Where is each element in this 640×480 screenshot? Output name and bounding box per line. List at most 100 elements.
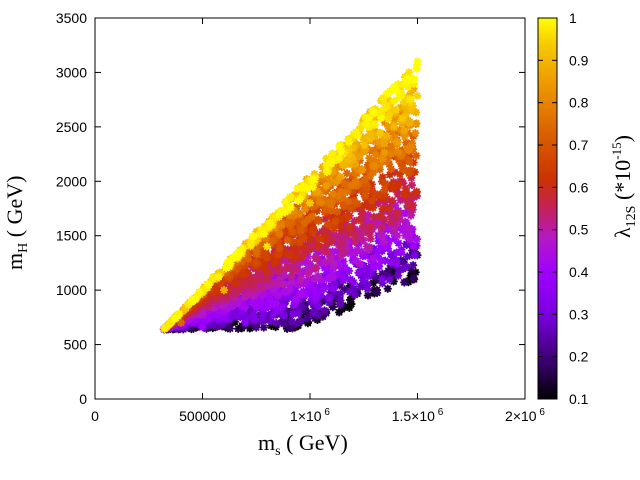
data-point xyxy=(412,187,421,196)
y-tick-label: 0 xyxy=(79,391,87,407)
data-point xyxy=(363,291,373,300)
data-point xyxy=(288,266,297,276)
data-point xyxy=(344,137,354,146)
data-point xyxy=(314,301,323,311)
data-point xyxy=(354,152,364,161)
data-point xyxy=(214,272,223,282)
x-tick-label: 1×10 6 xyxy=(290,407,330,424)
data-point xyxy=(411,108,421,117)
data-point xyxy=(379,139,389,148)
data-point xyxy=(368,187,377,196)
data-point xyxy=(407,180,417,190)
data-point xyxy=(252,246,261,256)
data-point xyxy=(314,234,324,243)
data-point xyxy=(259,229,269,239)
data-point xyxy=(259,323,268,332)
data-point xyxy=(336,172,345,182)
data-point xyxy=(386,217,396,226)
data-point xyxy=(369,168,378,177)
data-point xyxy=(343,197,353,206)
y-axis-title-main: m xyxy=(2,253,27,270)
colorbar-tick-label: 0.9 xyxy=(569,52,589,68)
data-point xyxy=(400,126,409,135)
data-point xyxy=(411,128,420,138)
data-point xyxy=(394,147,403,157)
data-point xyxy=(308,227,317,237)
data-point xyxy=(393,190,403,199)
data-point xyxy=(279,319,288,328)
colorbar-tick-label: 0.7 xyxy=(569,137,589,153)
data-point xyxy=(262,242,272,251)
data-point xyxy=(371,151,381,160)
data-point xyxy=(305,198,315,208)
data-point xyxy=(312,254,321,263)
y-tick-label: 3000 xyxy=(56,64,87,80)
colorbar-tick-label: 0.5 xyxy=(569,222,589,238)
data-point xyxy=(319,284,329,294)
data-point xyxy=(293,184,302,193)
data-point xyxy=(385,170,395,179)
data-point xyxy=(403,201,412,210)
data-point xyxy=(171,313,180,323)
data-point xyxy=(409,275,419,284)
data-point xyxy=(369,161,379,171)
data-point xyxy=(268,236,278,245)
data-point xyxy=(306,235,316,244)
data-point xyxy=(203,279,212,288)
data-point xyxy=(296,289,305,299)
data-point xyxy=(241,318,250,327)
data-point xyxy=(309,308,318,317)
colorbar-title: λ12S (*10-15) xyxy=(609,135,639,238)
colorbar-tick-label: 0.3 xyxy=(569,306,589,322)
data-point xyxy=(286,202,295,212)
data-point xyxy=(326,255,335,264)
x-tick-label: 0 xyxy=(91,408,99,424)
data-point xyxy=(345,223,354,232)
x-tick-label: 2×10 6 xyxy=(505,407,545,424)
data-point xyxy=(303,269,313,279)
data-point xyxy=(322,240,331,249)
data-point xyxy=(198,322,207,332)
data-point xyxy=(398,114,407,123)
data-point xyxy=(160,324,169,333)
data-point xyxy=(323,220,333,229)
data-point xyxy=(274,266,284,276)
data-point xyxy=(378,222,387,232)
data-point xyxy=(359,228,368,238)
y-axis-title-sub: H xyxy=(16,243,31,253)
data-point xyxy=(314,241,323,250)
colorbar-tick-label: 0.1 xyxy=(569,391,589,407)
data-point xyxy=(285,250,294,260)
data-point xyxy=(195,287,204,297)
data-point xyxy=(265,294,274,303)
data-point xyxy=(342,169,352,178)
data-point xyxy=(339,276,348,285)
data-point xyxy=(383,88,392,98)
colorbar-title-sub: 12S xyxy=(624,206,639,228)
data-point xyxy=(403,252,412,261)
colorbar-tick-label: 1 xyxy=(569,10,577,26)
data-point xyxy=(393,137,402,147)
data-point xyxy=(324,274,333,284)
data-point xyxy=(375,128,384,138)
data-point xyxy=(213,315,223,325)
data-point xyxy=(320,247,330,257)
data-point xyxy=(234,249,243,258)
y-tick-label: 500 xyxy=(64,337,88,353)
data-point xyxy=(365,134,374,143)
data-point xyxy=(258,311,267,320)
data-point xyxy=(413,91,422,101)
data-point xyxy=(271,308,280,318)
data-point xyxy=(336,296,345,305)
colorbar-tick-label: 0.4 xyxy=(569,264,589,280)
data-point xyxy=(402,166,411,175)
data-point xyxy=(368,254,378,263)
data-point xyxy=(360,191,370,201)
data-point xyxy=(335,142,344,151)
data-point xyxy=(296,275,305,284)
data-point xyxy=(317,198,326,207)
data-point xyxy=(357,165,367,175)
data-point xyxy=(393,271,403,280)
data-point xyxy=(387,149,396,159)
